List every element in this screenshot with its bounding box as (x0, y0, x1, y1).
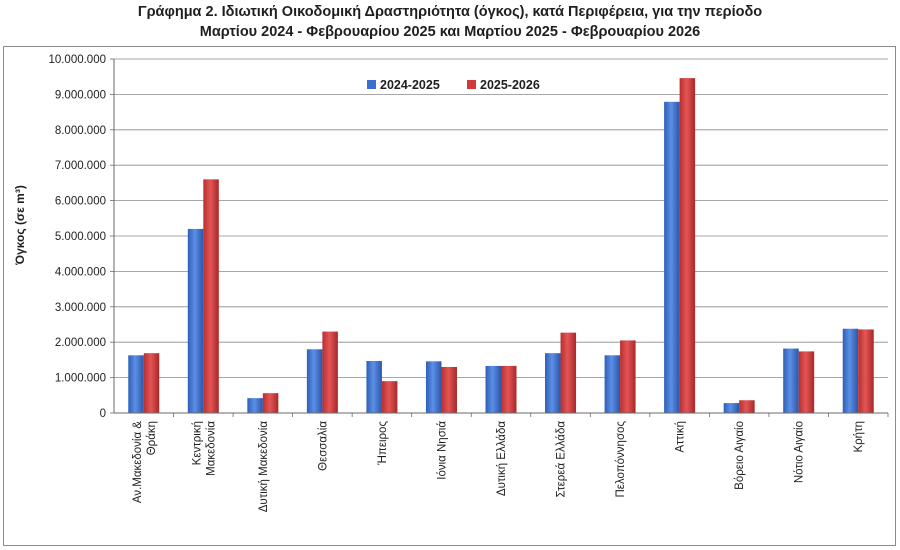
x-category-label: Στερεά Ελλάδα (556, 421, 568, 498)
bar-2025-2026-10 (679, 78, 696, 413)
bar-2024-2025-7 (485, 365, 501, 413)
bar-2024-2025-8 (545, 353, 561, 413)
y-tick-label: 1.000.000 (55, 373, 106, 385)
bar-2024-2025-4 (306, 349, 323, 413)
x-category-labels: Αν.Μακεδονία & Θράκη Κεντρική Μακεδονία Δυτι… (132, 421, 865, 513)
bar-2024-2025-11 (723, 403, 740, 413)
legend-swatch-2025-2026 (467, 80, 476, 89)
legend-swatch-2024-2025 (367, 80, 376, 89)
chart-frame: 0 1.000.000 2.000.000 3.000.000 4.000.000 5.0… (3, 46, 896, 546)
bar-2025-2026-8 (560, 332, 577, 413)
y-tick-label: 3.000.000 (55, 302, 106, 314)
y-tick-label: 10.000.000 (48, 54, 106, 66)
y-tick-label: 8.000.000 (55, 125, 106, 137)
bar-2024-2025-12 (783, 348, 799, 413)
bar-2025-2026-7 (501, 365, 517, 413)
bar-2025-2026-5 (381, 381, 398, 413)
x-category-label: Βόρειο Αιγαίο (734, 421, 746, 490)
x-category-label: Θεσσαλία (317, 421, 329, 471)
bar-2024-2025-13 (842, 328, 859, 413)
x-category-label: Ιόνια Νησιά (436, 421, 448, 480)
axes (110, 58, 889, 417)
y-tick-label: 6.000.000 (55, 196, 106, 208)
bar-2024-2025-2 (187, 228, 204, 413)
bar-2025-2026-3 (262, 393, 279, 413)
gridlines (114, 58, 888, 379)
x-category-label: Δυτική Μακεδονία (258, 421, 270, 513)
bar-2024-2025-1 (128, 355, 144, 413)
x-category-label: Ήπειρος (377, 421, 389, 466)
bar-2025-2026-9 (620, 340, 636, 413)
legend-label-2024-2025: 2024-2025 (380, 78, 440, 92)
legend: 2024-2025 2025-2026 (367, 78, 540, 92)
y-tick-label: 4.000.000 (55, 266, 106, 278)
x-category-label: Αττική (675, 421, 687, 452)
bar-2025-2026-4 (322, 331, 338, 413)
bar-2024-2025-5 (366, 360, 382, 413)
chart-title-line-1: Γράφημα 2. Ιδιωτική Οικοδομική Δραστηριό… (137, 4, 763, 20)
x-category-label: Κεντρική Μακεδονία (191, 421, 217, 476)
x-category-label: Πελοπόννησος (615, 421, 627, 498)
bar-2024-2025-9 (604, 355, 621, 413)
bar-2024-2025-10 (664, 101, 680, 414)
bars (128, 78, 874, 414)
y-tick-label: 0 (100, 408, 106, 420)
y-tick-label: 2.000.000 (55, 337, 106, 349)
x-category-label: Δυτική Ελλάδα (496, 421, 508, 496)
legend-label-2025-2026: 2025-2026 (480, 78, 540, 92)
bar-2025-2026-1 (143, 353, 160, 413)
x-category-label: Αν.Μακεδονία & Θράκη (132, 421, 158, 503)
y-tick-label: 5.000.000 (55, 231, 106, 243)
bar-2025-2026-6 (441, 366, 457, 413)
y-tick-label: 9.000.000 (55, 89, 106, 101)
bar-2024-2025-6 (425, 361, 442, 413)
bar-chart: 0 1.000.000 2.000.000 3.000.000 4.000.000 5.0… (13, 54, 889, 513)
bar-2025-2026-12 (798, 351, 815, 413)
bar-2025-2026-2 (203, 179, 219, 413)
x-category-label: Κρήτη (853, 421, 865, 453)
y-tick-labels: 0 1.000.000 2.000.000 3.000.000 4.000.000 5.0… (48, 54, 106, 420)
chart-title: Γράφημα 2. Ιδιωτική Οικοδομική Δραστηριό… (0, 2, 900, 42)
bar-2025-2026-13 (858, 329, 874, 413)
y-tick-label: 7.000.000 (55, 160, 106, 172)
chart-title-line-2: Μαρτίου 2024 - Φεβρουαρίου 2025 και Μαρτ… (199, 24, 701, 40)
y-axis-label: Όγκος (σε m³) (13, 185, 27, 266)
x-category-label: Νότιο Αιγαίο (794, 421, 806, 483)
bar-2025-2026-11 (739, 400, 755, 413)
bar-2024-2025-3 (247, 398, 263, 413)
